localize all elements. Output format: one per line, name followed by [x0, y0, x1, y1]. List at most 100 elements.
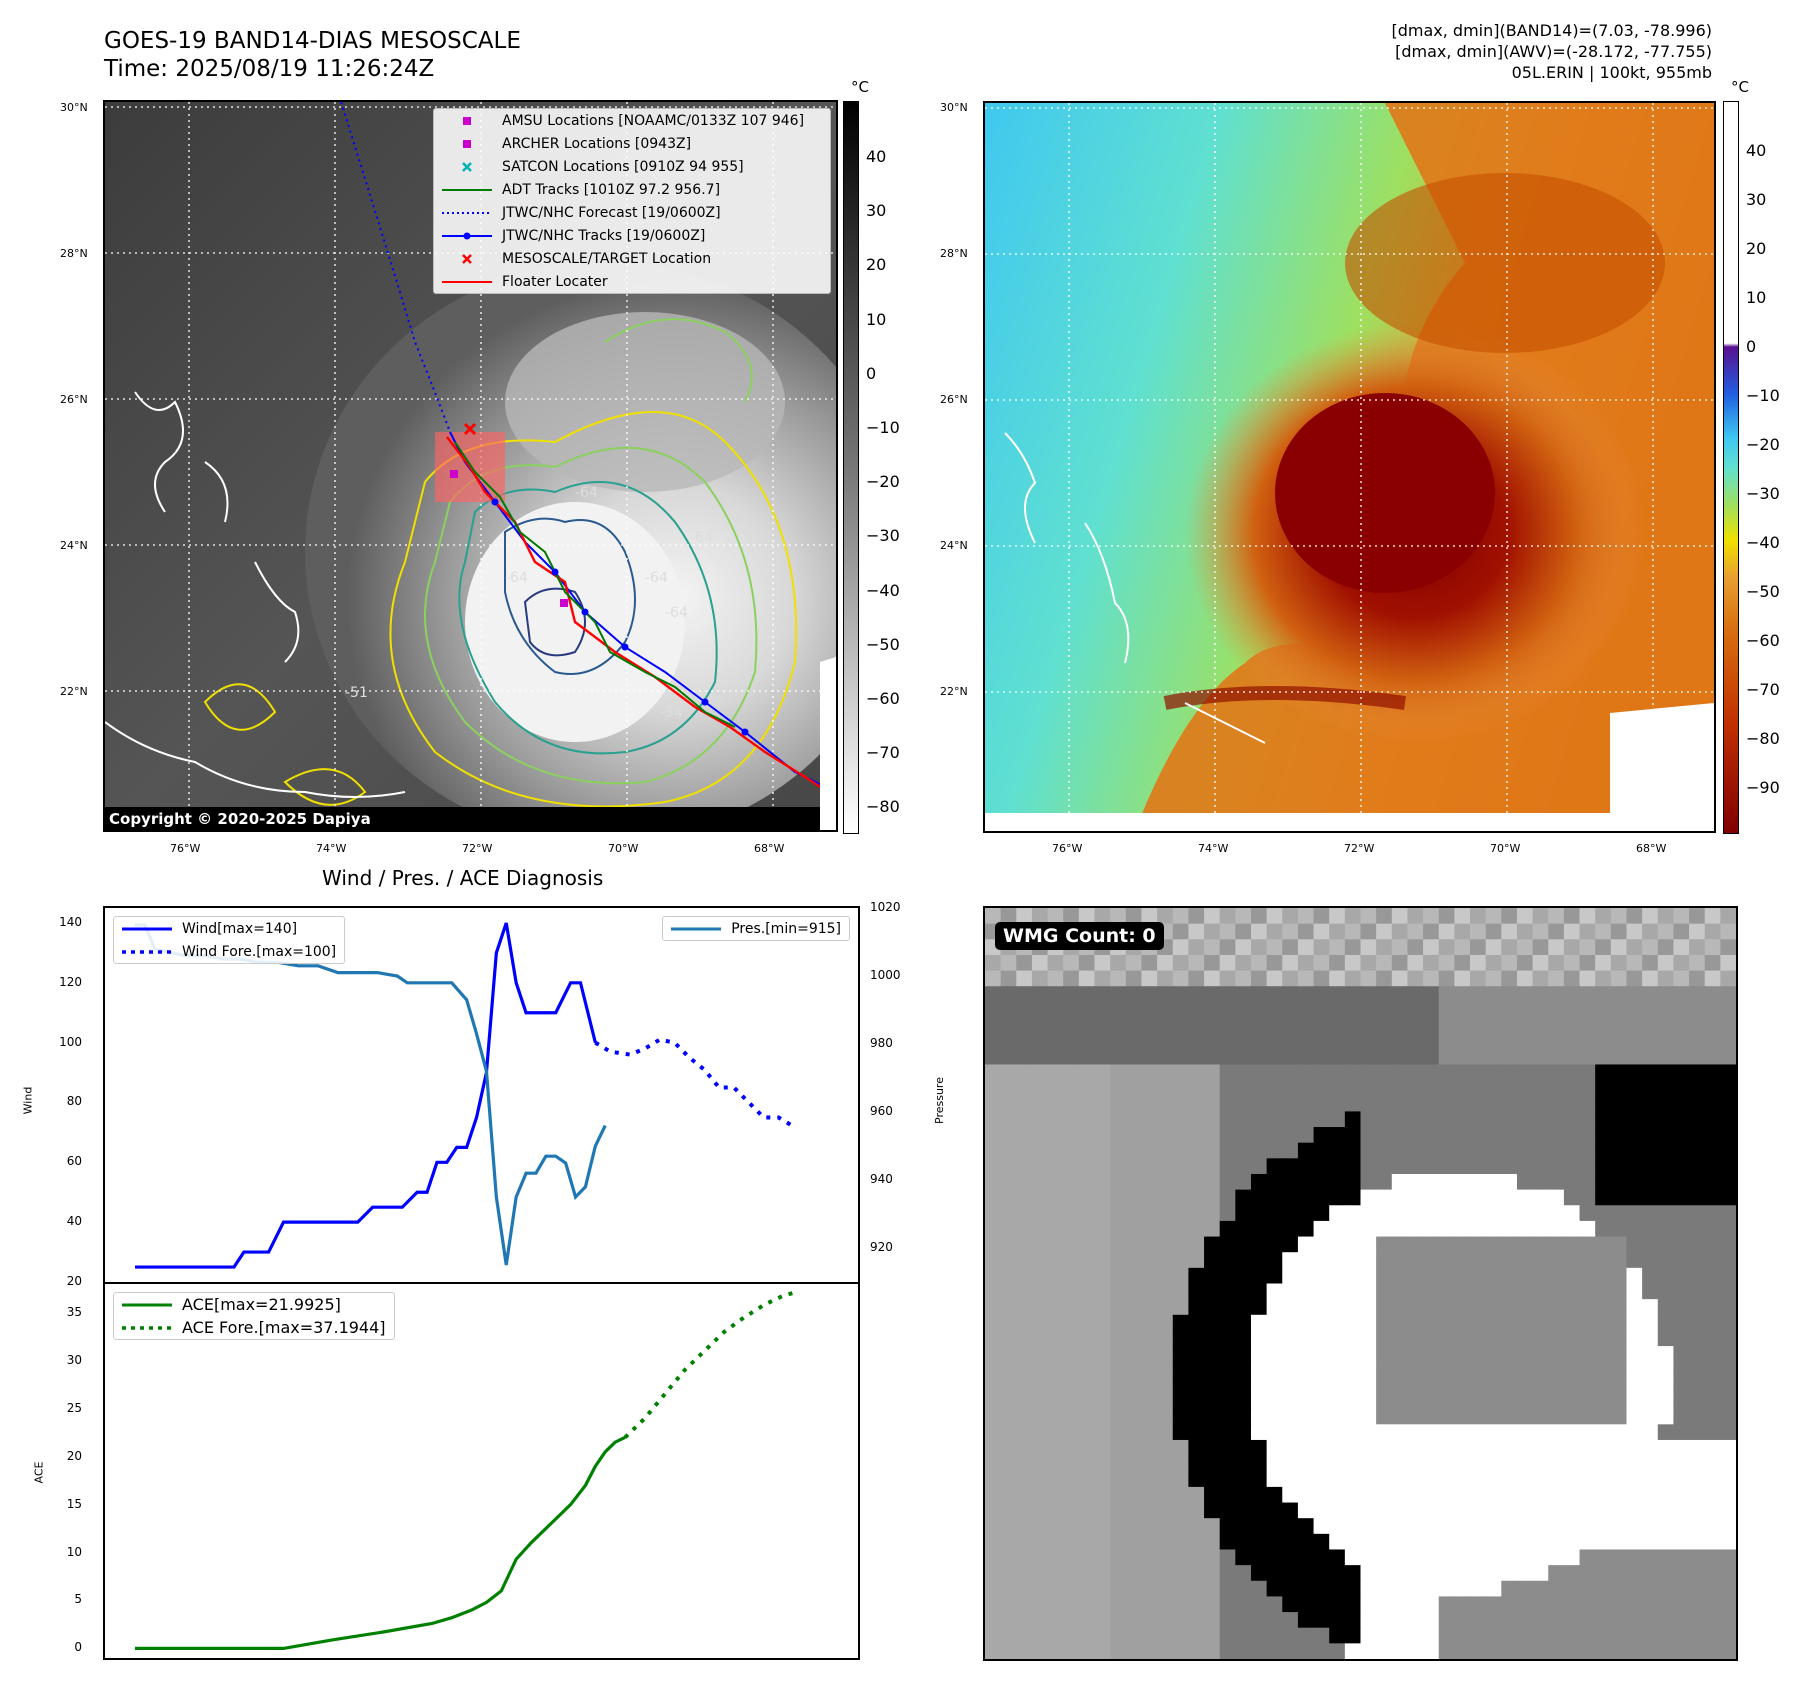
map-legend: AMSU Locations [NOAAMC/0133Z 107 946] ARC…: [433, 108, 831, 294]
axis-tick-label: 0: [866, 363, 877, 383]
axis-tick-label: 10: [866, 309, 887, 329]
wmg-image: [985, 908, 1736, 1659]
wind-tick-label: 40: [66, 1214, 82, 1229]
axis-tick-label: −80: [1746, 729, 1780, 748]
lon-label: 74°W: [316, 842, 347, 855]
axis-tick-label: −90: [1746, 778, 1780, 797]
legend-marker-icon: [462, 253, 472, 264]
lon-label: 68°W: [754, 842, 785, 855]
axis-tick-label: −20: [1746, 435, 1780, 454]
wind-line: [135, 922, 597, 1269]
lat-label: 30°N: [940, 101, 968, 114]
ace-line: [135, 1435, 626, 1651]
legend-label: SATCON Locations [0910Z 94 955]: [502, 158, 744, 175]
lat-label: 26°N: [940, 393, 968, 406]
pressure-axis-label: Pressure: [932, 1077, 946, 1124]
legend-marker-icon: [442, 280, 492, 283]
legend-marker-icon: [442, 232, 492, 239]
legend-marker-icon: [462, 161, 472, 172]
legend-marker-icon: [463, 139, 471, 148]
ace-forecast-line: [623, 1289, 799, 1439]
legend-marker-icon: [442, 188, 492, 191]
wmg-count-badge: WMG Count: 0: [995, 922, 1164, 950]
stats-line-2: [dmax, dmin](AWV)=(-28.172, -77.755): [1395, 42, 1712, 61]
legend-label: MESOSCALE/TARGET Location: [502, 250, 712, 267]
axis-tick-label: −70: [866, 743, 900, 763]
pressure-legend: Pres.[min=915]: [662, 916, 850, 941]
lon-label: 68°W: [1636, 842, 1667, 855]
legend-label: AMSU Locations [NOAAMC/0133Z 107 946]: [502, 112, 805, 129]
axis-tick-label: 10: [1746, 288, 1767, 307]
lat-label: 28°N: [940, 247, 968, 260]
legend-marker-icon: [442, 211, 492, 214]
lat-label: 22°N: [940, 685, 968, 698]
axis-tick-label: −60: [866, 689, 900, 708]
lon-label: 72°W: [1344, 842, 1375, 855]
legend-wind-forecast: Wind Fore.[max=100]: [182, 943, 337, 960]
ace-tick-label: 20: [66, 1448, 82, 1463]
ace-tick-label: 35: [66, 1304, 82, 1319]
legend-entry: AMSU Locations [NOAAMC/0133Z 107 946]: [434, 109, 830, 132]
legend-wind: Wind[max=140]: [182, 920, 298, 937]
axis-tick-label: 0: [1746, 337, 1757, 356]
contour-label: -64: [505, 570, 528, 586]
lat-label: 28°N: [60, 247, 88, 260]
legend-entry: MESOSCALE/TARGET Location: [434, 247, 830, 270]
contour-label: -51: [345, 685, 368, 701]
axis-tick-label: 30: [866, 201, 887, 221]
contour-label: -54: [660, 705, 683, 721]
legend-ace-forecast: ACE Fore.[max=37.1944]: [182, 1318, 386, 1337]
axis-tick-label: 30: [1746, 190, 1767, 209]
legend-label: ADT Tracks [1010Z 97.2 956.7]: [502, 181, 721, 198]
wmg-panel[interactable]: WMG Count: 0: [983, 906, 1738, 1661]
legend-entry: Floater Locater: [434, 270, 830, 293]
ace-tick-label: 15: [66, 1496, 82, 1511]
ace-legend: ACE[max=21.9925] ACE Fore.[max=37.1944]: [113, 1292, 395, 1340]
axis-tick-label: −10: [866, 418, 900, 437]
pressure-tick-label: 1000: [870, 968, 901, 982]
lat-label: 30°N: [60, 101, 88, 114]
axis-tick-label: −10: [1746, 386, 1780, 405]
axis-tick-label: −30: [1746, 484, 1780, 503]
ir-map-panel[interactable]: -64 -64 -64 -64 -54 -64 -51 Copyright © …: [103, 100, 838, 832]
wind-tick-label: 20: [66, 1274, 82, 1288]
lat-label: 24°N: [60, 539, 88, 552]
colorbar-unit: °C: [1731, 78, 1749, 96]
contour-label: -64: [575, 485, 598, 501]
lon-label: 76°W: [1052, 842, 1083, 855]
legend-entry: SATCON Locations [0910Z 94 955]: [434, 155, 830, 178]
pressure-line: [135, 923, 607, 1266]
axis-tick-label: −70: [1746, 680, 1780, 699]
axis-tick-label: −40: [866, 580, 900, 600]
wind-tick-label: 60: [66, 1154, 82, 1169]
legend-entry: JTWC/NHC Tracks [19/0600Z]: [434, 224, 830, 247]
legend-marker-icon: [463, 116, 471, 125]
lon-label: 70°W: [1490, 842, 1521, 855]
pressure-tick-label: 980: [870, 1036, 893, 1050]
colorbar-unit: °C: [851, 78, 869, 96]
legend-label: JTWC/NHC Tracks [19/0600Z]: [502, 227, 706, 244]
lon-label: 70°W: [608, 842, 639, 855]
ace-chart[interactable]: ACE[max=21.9925] ACE Fore.[max=37.1944]: [103, 1282, 860, 1660]
awv-colorbar: [1723, 101, 1739, 834]
awv-map-image: [985, 103, 1714, 831]
pressure-tick-label: 920: [870, 1240, 893, 1254]
copyright-label: Copyright © 2020-2025 Dapiya: [109, 810, 371, 828]
ace-tick-label: 10: [66, 1544, 82, 1559]
wind-pressure-chart[interactable]: Wind[max=140] Wind Fore.[max=100] Pres.[…: [103, 906, 860, 1284]
awv-map-panel[interactable]: [983, 101, 1716, 833]
lon-label: 76°W: [170, 842, 201, 855]
lat-label: 24°N: [940, 539, 968, 552]
legend-label: ARCHER Locations [0943Z]: [502, 135, 692, 152]
axis-tick-label: 20: [866, 255, 887, 275]
page-title: GOES-19 BAND14-DIAS MESOSCALE: [104, 28, 521, 54]
ace-axis-label: ACE: [32, 1461, 46, 1484]
wind-tick-label: 140: [59, 914, 82, 929]
legend-entry: ARCHER Locations [0943Z]: [434, 132, 830, 155]
ace-tick-label: 25: [66, 1400, 82, 1415]
ace-tick-label: 0: [74, 1640, 82, 1655]
legend-ace: ACE[max=21.9925]: [182, 1295, 341, 1314]
wind-tick-label: 80: [66, 1094, 82, 1109]
axis-tick-label: 20: [1746, 239, 1767, 258]
axis-tick-label: −50: [866, 634, 900, 654]
